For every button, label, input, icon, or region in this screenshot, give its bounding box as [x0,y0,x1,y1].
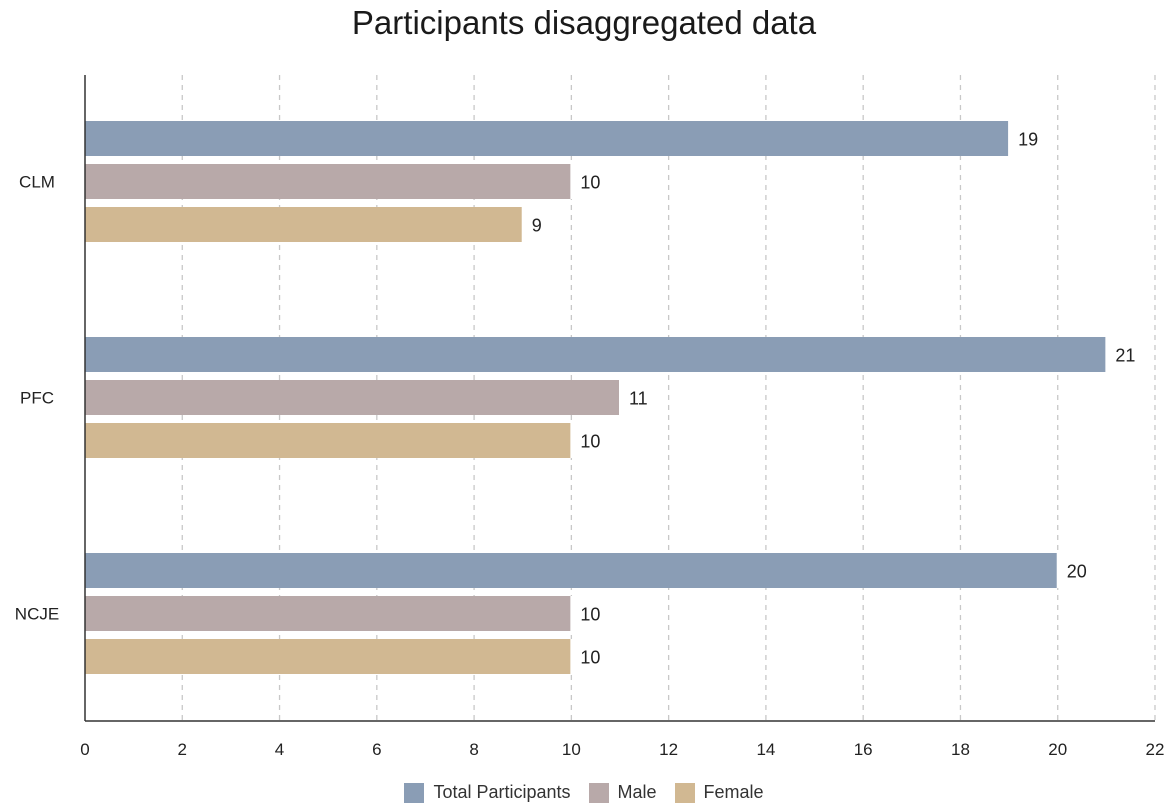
legend: Total Participants Male Female [0,782,1168,803]
data-label: 10 [580,432,600,452]
x-tick-label: 6 [372,740,381,759]
data-label: 9 [532,216,542,236]
category-label: PFC [20,389,54,408]
x-tick-label: 8 [469,740,478,759]
category-label: NCJE [15,605,59,624]
x-tick-label: 20 [1048,740,1067,759]
data-label: 10 [580,605,600,625]
data-label: 10 [580,173,600,193]
bar-clm-female [85,207,523,242]
bar-ncje-female [85,639,572,674]
legend-item: Female [674,782,764,803]
data-labels: 19 10 9 21 11 10 20 10 10 [532,130,1136,668]
legend-item: Total Participants [404,782,571,803]
bars [85,121,1108,674]
chart-title: Participants disaggregated data [351,4,817,41]
x-tick-label: 12 [659,740,678,759]
x-tick-label: 2 [178,740,187,759]
legend-item: Male [588,782,657,803]
legend-label: Female [703,782,764,802]
data-label: 21 [1115,346,1135,366]
bar-ncje-total-participants [85,553,1058,588]
legend-label: Total Participants [433,782,571,802]
bar-pfc-male [85,380,620,415]
x-tick-label: 22 [1146,740,1165,759]
bar-pfc-female [85,423,572,458]
bar-clm-total-participants [85,121,1010,156]
x-tick-label: 16 [854,740,873,759]
legend-label: Male [617,782,657,802]
x-tick-label: 4 [275,740,284,759]
data-label: 19 [1018,130,1038,150]
bar-pfc-total-participants [85,337,1107,372]
data-label: 11 [629,389,648,409]
x-tick-label: 10 [562,740,581,759]
legend-swatch [674,782,695,803]
x-tick-label: 14 [756,740,775,759]
data-label: 20 [1067,562,1087,582]
data-label: 10 [580,648,600,668]
category-label: CLM [19,173,55,192]
bar-chart: 19 10 9 21 11 10 20 10 10 0 2 4 6 8 10 12 14 16 18 20 22 CLM… [15,75,1165,759]
bar-ncje-male [85,596,572,631]
axes: 0 2 4 6 8 10 12 14 16 18 20 22 CLM PFC NCJE [15,75,1165,759]
legend-swatch [588,782,609,803]
bar-clm-male [85,164,572,199]
legend-swatch [404,782,425,803]
x-tick-label: 18 [951,740,970,759]
x-tick-label: 0 [80,740,89,759]
